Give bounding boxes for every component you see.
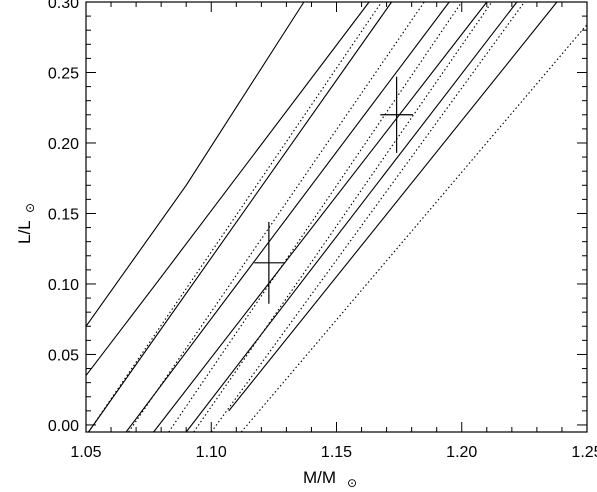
- x-axis-label: M/M: [303, 468, 336, 487]
- y-tick-label: 0.00: [48, 418, 79, 435]
- solid-track-2: [88, 1, 393, 433]
- x-tick-label: 1.15: [321, 444, 352, 461]
- y-axis-title: L/L ⊙: [15, 203, 37, 244]
- dotted-track-11: [210, 1, 525, 433]
- solid-track-1: [85, 1, 370, 376]
- solid-track-5: [185, 1, 518, 433]
- dotted-track-9: [168, 1, 463, 433]
- y-axis-label-sun-subscript: ⊙: [23, 203, 37, 213]
- dotted-track-8: [128, 1, 425, 433]
- y-axis-label: L/L: [15, 220, 34, 244]
- y-tick-label: 0.10: [48, 277, 79, 294]
- solid-track-0: [85, 1, 305, 327]
- plot-lines: [85, 1, 588, 433]
- x-axis-title: M/M ⊙: [303, 468, 357, 490]
- x-tick-label: 1.10: [196, 444, 227, 461]
- dotted-track-12: [240, 24, 588, 433]
- data-point-0: [254, 221, 284, 304]
- x-axis-ticks: 1.05 1.10 1.15 1.20 1.25: [70, 2, 597, 461]
- y-tick-label: 0.15: [48, 206, 79, 223]
- x-tick-label: 1.05: [70, 444, 101, 461]
- y-axis-ticks: 0.00 0.05 0.10 0.15 0.20 0.25 0.30: [48, 0, 587, 435]
- y-tick-label: 0.20: [48, 136, 79, 153]
- solid-track-3: [125, 1, 450, 433]
- y-tick-label: 0.25: [48, 65, 79, 82]
- plot-frame: [85, 1, 588, 433]
- dotted-track-10: [193, 1, 493, 433]
- solid-track-6: [228, 1, 558, 412]
- solid-track-4: [153, 1, 488, 433]
- x-tick-label: 1.25: [571, 444, 597, 461]
- x-tick-label: 1.20: [446, 444, 477, 461]
- dotted-track-7: [88, 1, 383, 433]
- data-point-1: [380, 76, 413, 153]
- error-points: [254, 76, 413, 304]
- y-tick-label: 0.30: [48, 0, 79, 12]
- x-axis-label-sun-subscript: ⊙: [347, 476, 357, 490]
- y-tick-label: 0.05: [48, 347, 79, 364]
